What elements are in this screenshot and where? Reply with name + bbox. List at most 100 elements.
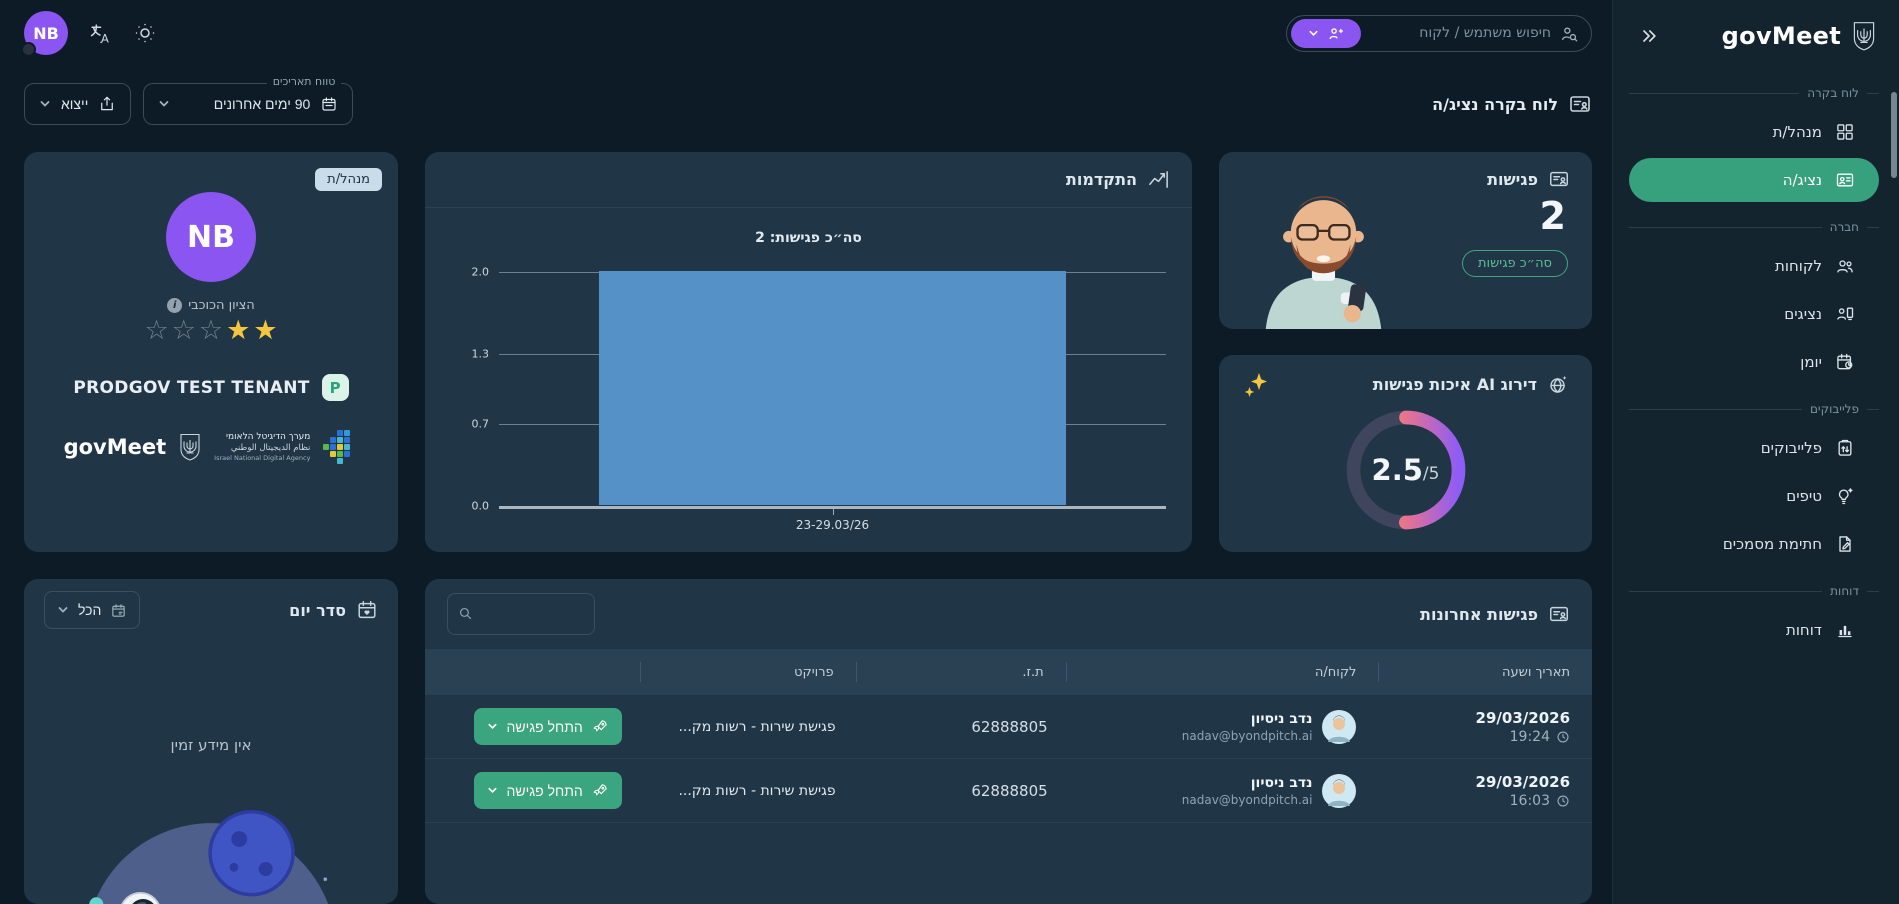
chart-total-label: סה״כ פגישות: 2 bbox=[755, 230, 862, 246]
start-meeting-button[interactable]: התחל פגישה bbox=[473, 708, 622, 745]
star-filled-icon: ★ bbox=[253, 315, 278, 346]
document-pen-icon bbox=[1835, 534, 1855, 554]
progress-card: התקדמות סה״כ פגישות: 2 2.0 1.3 0.7 0.0 23-29… bbox=[425, 152, 1192, 552]
sidebar-item-representative[interactable]: נציג/ה bbox=[1629, 158, 1879, 202]
sidebar-collapse-icon[interactable] bbox=[1639, 26, 1659, 46]
table-search bbox=[447, 593, 595, 635]
sparkles-icon bbox=[1241, 369, 1271, 399]
chevron-down-icon bbox=[487, 785, 498, 796]
gridline bbox=[499, 506, 1166, 509]
tenant-row: PRODGOV TEST TENANT P bbox=[73, 374, 349, 401]
sidebar-item-playbooks[interactable]: פלייבוקים bbox=[1629, 426, 1879, 470]
client-avatar bbox=[1322, 773, 1357, 808]
calendar-clock-icon bbox=[1835, 352, 1855, 372]
date-range-button[interactable]: 90 ימים אחרונים bbox=[143, 83, 354, 125]
cell-client: נדב ניסיון nadav@byondpitch.ai bbox=[1066, 709, 1379, 744]
table-search-input[interactable] bbox=[447, 593, 595, 635]
sidebar-item-clients[interactable]: לקוחות bbox=[1629, 244, 1879, 288]
sidebar-item-reports[interactable]: דוחות bbox=[1629, 608, 1879, 652]
digital-agency-logo bbox=[322, 429, 358, 465]
user-search bbox=[1286, 14, 1592, 52]
y-axis-tick: 0.0 bbox=[471, 499, 490, 513]
user-avatar[interactable]: NB bbox=[21, 11, 68, 57]
start-meeting-button[interactable]: התחל פגישה bbox=[473, 772, 622, 809]
search-icon bbox=[457, 605, 474, 622]
sidebar-item-calendar[interactable]: יומן bbox=[1629, 340, 1879, 384]
page-header: לוח בקרה נציג/ה ייצוא טווח תאריכים 90 ימ… bbox=[24, 75, 1592, 128]
digital-agency-label: מערך הדיגיטל הלאומי نظام الديجيتال الوطن… bbox=[214, 432, 311, 462]
cell-id: 62888805 bbox=[971, 781, 1048, 800]
sidebar-section-company: חברה bbox=[1629, 220, 1879, 234]
sidebar-item-representatives[interactable]: נציגים bbox=[1629, 292, 1879, 336]
chevron-down-icon bbox=[487, 721, 498, 732]
agenda-title: סדר יום bbox=[289, 599, 378, 621]
x-axis-tick-label: 23-29.03/26 bbox=[795, 518, 870, 532]
ai-quality-title: דירוג AI איכות פגישות bbox=[1372, 374, 1537, 394]
x-axis-tickmark bbox=[832, 509, 834, 515]
tenant-badge: P bbox=[321, 374, 349, 401]
empty-state-text: אין מידע זמין bbox=[170, 736, 252, 754]
info-icon[interactable]: i bbox=[167, 298, 183, 313]
brand-logo: govMeet bbox=[1722, 20, 1877, 52]
star-score-label: הציון הכוכבי i bbox=[167, 298, 255, 313]
cell-project: פגישת שירות - רשות מק... bbox=[678, 718, 836, 735]
rocket-icon bbox=[592, 782, 609, 799]
govmeet-logo: govMeet bbox=[63, 435, 167, 459]
id-card-icon bbox=[1568, 92, 1592, 116]
cell-client: נדב ניסיון nadav@byondpitch.ai bbox=[1066, 773, 1379, 808]
theme-brightness-icon[interactable] bbox=[133, 21, 157, 45]
dashboard-grid: פגישות 2 סה״כ פגישות bbox=[24, 152, 1592, 904]
column-project: פרויקט bbox=[639, 649, 856, 695]
agenda-card: סדר יום הכל אין מידע זמין bbox=[24, 579, 398, 904]
page-title: לוח בקרה נציג/ה bbox=[1432, 92, 1592, 116]
window-scrollbar[interactable] bbox=[1891, 92, 1897, 178]
rocket-icon bbox=[592, 718, 609, 735]
sidebar-section-playbooks: פלייבוקים bbox=[1629, 402, 1879, 416]
language-switch-icon[interactable]: A bbox=[88, 21, 113, 46]
sidebar-item-admin[interactable]: מנהל/ת bbox=[1629, 110, 1879, 154]
sidebar-header: govMeet bbox=[1629, 12, 1879, 70]
clipboard-icon bbox=[1835, 438, 1855, 458]
cell-date: 29/03/2026 19:24 bbox=[1475, 708, 1570, 745]
agenda-filter-button[interactable]: הכל bbox=[44, 591, 141, 629]
brand-logo-text: govMeet bbox=[1721, 22, 1841, 50]
cell-project: פגישת שירות - רשות מק... bbox=[678, 782, 836, 799]
window-actions: NB A bbox=[21, 11, 157, 57]
user-plus-icon bbox=[1327, 25, 1344, 42]
trend-chart-icon bbox=[1147, 168, 1170, 191]
meetings-count: 2 bbox=[1539, 194, 1566, 238]
client-avatar bbox=[1322, 709, 1357, 744]
person-search-icon bbox=[1559, 24, 1579, 44]
footer-brand-row: govMeet מערך הדיגיטל הלאומי نظام الديجيت… bbox=[64, 429, 359, 465]
sidebar-item-tips[interactable]: טיפים bbox=[1629, 474, 1879, 518]
sidebar: govMeet לוח בקרה מנהל/ת נציג/ה חברה לקוח… bbox=[1612, 0, 1899, 904]
avatar-status-dot bbox=[21, 42, 36, 57]
star-empty-icon: ☆ bbox=[198, 315, 224, 346]
sidebar-item-document-signing[interactable]: חתימת מסמכים bbox=[1629, 522, 1879, 566]
calendar-icon bbox=[320, 95, 338, 113]
star-empty-icon: ☆ bbox=[171, 315, 196, 346]
export-button[interactable]: ייצוא bbox=[24, 83, 132, 125]
star-filled-icon: ★ bbox=[226, 315, 251, 346]
clock-icon bbox=[1556, 730, 1570, 744]
chevron-down-icon bbox=[39, 98, 51, 110]
globe-sparkle-icon bbox=[1547, 373, 1570, 396]
cell-date: 29/03/2026 16:03 bbox=[1475, 772, 1570, 809]
stats-column: פגישות 2 סה״כ פגישות bbox=[1219, 152, 1592, 552]
star-rating: ★ ★ ☆ ☆ ☆ bbox=[144, 317, 277, 344]
id-card-icon bbox=[1835, 170, 1855, 190]
column-date: תאריך ושעה bbox=[1378, 649, 1592, 695]
dashboard-grid-icon bbox=[1835, 122, 1855, 142]
y-axis-tick: 1.3 bbox=[471, 347, 490, 361]
cell-id: 62888805 bbox=[971, 717, 1048, 736]
topbar: NB A bbox=[21, 10, 1592, 57]
calendar-filter-icon bbox=[110, 602, 127, 619]
recent-meetings-card: פגישות אחרונות תאריך ושעה לקוח/ה ת.ז. פר… bbox=[425, 579, 1592, 904]
svg-text:A: A bbox=[101, 31, 109, 45]
add-user-button[interactable] bbox=[1291, 18, 1361, 48]
progress-plot: 2.0 1.3 0.7 0.0 23-29.03/26 bbox=[455, 266, 1166, 532]
role-badge: מנהל/ת bbox=[315, 168, 382, 191]
israel-emblem-icon bbox=[1851, 20, 1877, 52]
recent-meetings-title: פגישות אחרונות bbox=[1420, 604, 1538, 624]
